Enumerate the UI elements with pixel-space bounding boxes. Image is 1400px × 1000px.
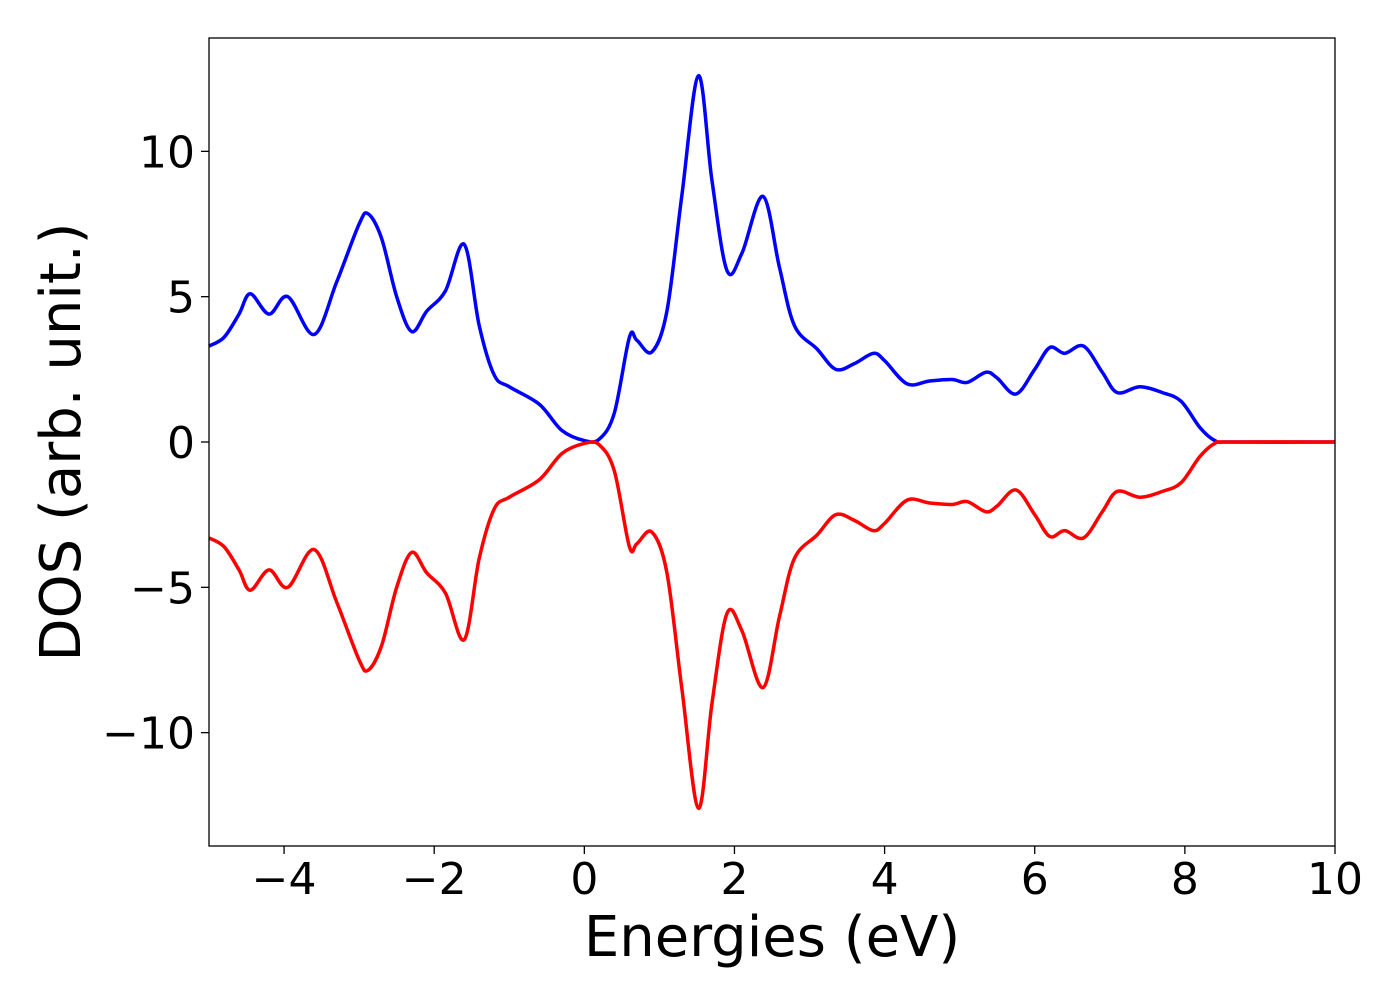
ticks-layer: −4 −2 0 2 4 6 8 10 −10 −5 0 5 10 xyxy=(102,127,1363,905)
dos-down-line xyxy=(208,440,1336,810)
y-tick-label: 0 xyxy=(167,418,195,469)
x-tick-label: 10 xyxy=(1307,854,1363,905)
y-tick-label: −5 xyxy=(130,563,195,614)
y-tick-label: −10 xyxy=(102,709,195,760)
plot-frame xyxy=(208,37,1336,847)
x-tick-label: 6 xyxy=(1021,854,1049,905)
series-layer xyxy=(208,74,1336,810)
x-tick-label: −4 xyxy=(252,854,317,905)
x-tick-label: −2 xyxy=(402,854,467,905)
x-tick-label: 8 xyxy=(1171,854,1199,905)
dos-up-line xyxy=(208,74,1336,444)
x-tick-label: 4 xyxy=(871,854,899,905)
x-tick-label: 2 xyxy=(720,854,748,905)
y-axis-label: DOS (arb. unit.) xyxy=(29,222,94,661)
y-tick-label: 10 xyxy=(139,127,195,178)
y-tick-label: 5 xyxy=(167,273,195,324)
x-tick-label: 0 xyxy=(570,854,598,905)
x-axis-label: Energies (eV) xyxy=(584,905,960,970)
